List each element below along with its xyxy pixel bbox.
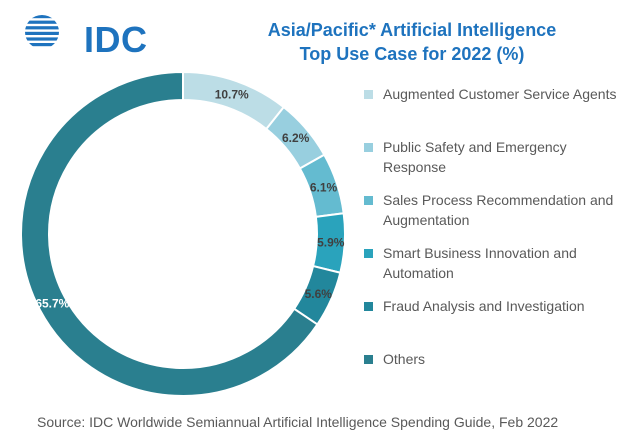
slice-label-3: 5.9% — [317, 235, 345, 249]
legend-label-4: Fraud Analysis and Investigation — [383, 298, 585, 314]
legend-swatch-2 — [364, 196, 373, 205]
legend-label-3: Smart Business Innovation and Automation — [383, 245, 577, 281]
logo-text: IDC — [84, 19, 148, 60]
slice-label-4: 5.6% — [305, 287, 333, 301]
chart-title: Asia/Pacific* Artificial Intelligence To… — [222, 18, 602, 66]
source-note: Source: IDC Worldwide Semiannual Artific… — [37, 414, 559, 430]
slice-label-5: 65.7% — [35, 297, 69, 311]
legend-swatch-1 — [364, 143, 373, 152]
slice-label-2: 6.1% — [310, 180, 338, 194]
legend-label-5: Others — [383, 351, 426, 367]
legend-label-1: Public Safety and Emergency Response — [383, 139, 567, 175]
legend-label-2: Sales Process Recommendation and Augment… — [383, 192, 614, 228]
idc-logo: IDC — [22, 13, 147, 59]
legend-label-0: Augmented Customer Service Agents — [383, 86, 617, 102]
legend-swatch-3 — [364, 249, 373, 258]
legend-swatch-0 — [364, 90, 373, 99]
chart-title-line-2: Top Use Case for 2022 (%) — [299, 44, 525, 64]
globe-icon — [25, 15, 59, 47]
legend-swatch-4 — [364, 302, 373, 311]
legend-swatch-5 — [364, 355, 373, 364]
chart-title-line-1: Asia/Pacific* Artificial Intelligence — [267, 20, 557, 40]
slice-label-1: 6.2% — [282, 131, 310, 145]
slice-label-0: 10.7% — [215, 87, 249, 101]
donut-slice-5 — [20, 70, 319, 397]
